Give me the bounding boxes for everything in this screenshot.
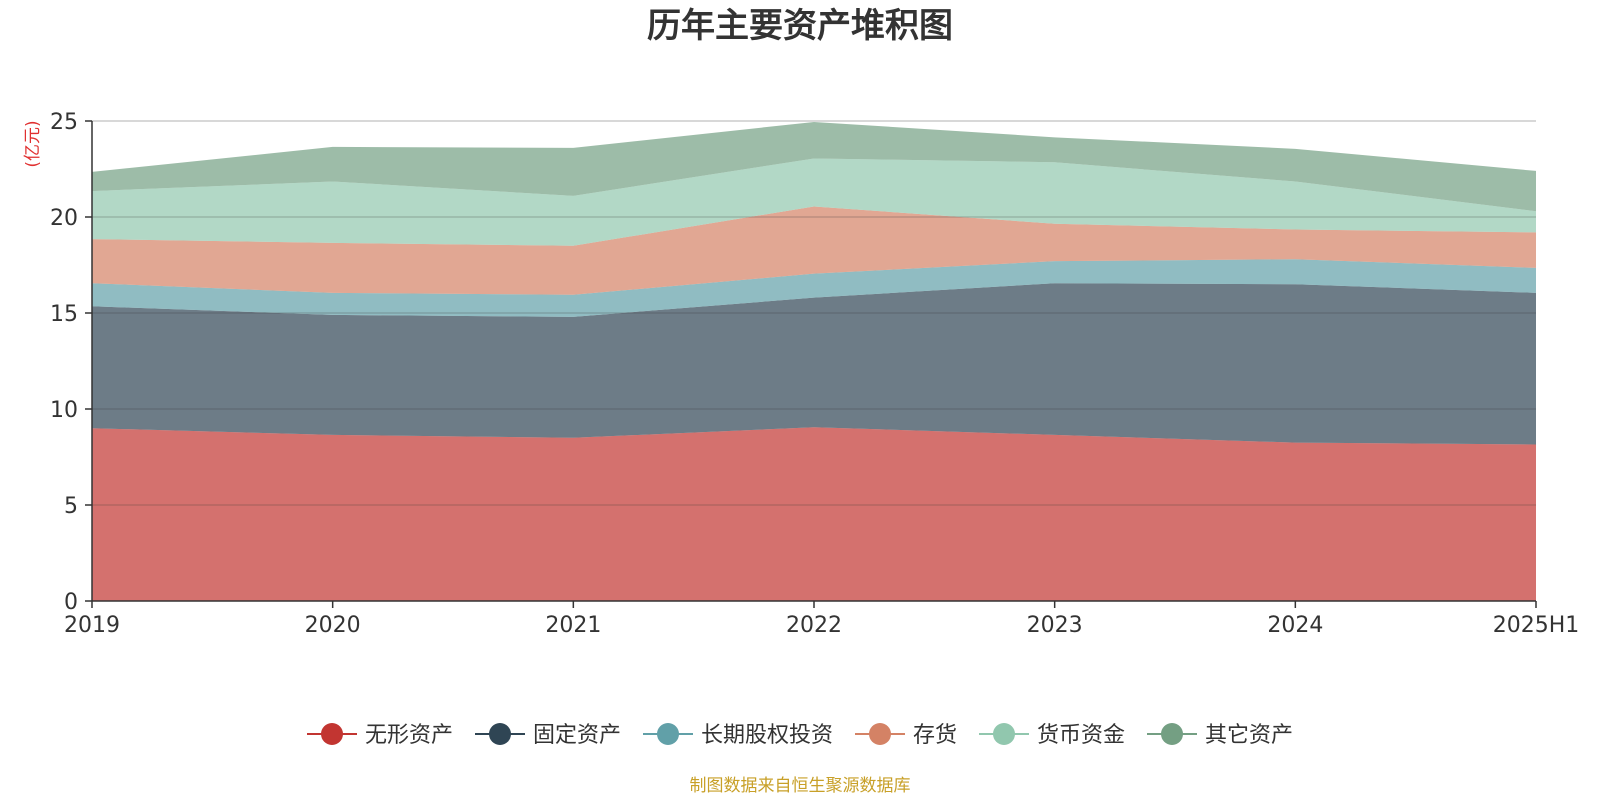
legend: 无形资产 固定资产 长期股权投资 存货 货币资金 其它资产 (307, 723, 1293, 748)
area-series-4 (92, 158, 1536, 246)
legend-label: 货币资金 (1037, 723, 1125, 748)
legend-label: 存货 (913, 723, 957, 748)
y-tick-label-0: 0 (64, 590, 78, 615)
legend-item-1[interactable]: 固定资产 (475, 723, 621, 748)
x-tick-label-2: 2021 (545, 613, 601, 638)
series-areas (92, 121, 1536, 601)
legend-label: 长期股权投资 (701, 723, 833, 748)
legend-item-3[interactable]: 存货 (855, 723, 957, 748)
grid-lines (92, 120, 1536, 506)
legend-circle-icon (489, 723, 511, 745)
x-tick-label-3: 2022 (786, 613, 842, 638)
x-tick-label-0: 2019 (64, 613, 120, 638)
y-axis-unit-label: (亿元) (23, 120, 43, 167)
y-tick-label-3: 15 (50, 302, 78, 327)
legend-circle-icon (321, 723, 343, 745)
x-tick-label-6: 2025H1 (1493, 613, 1580, 638)
area-series-5 (92, 121, 1536, 212)
y-tick-label-4: 20 (50, 206, 78, 231)
legend-label: 无形资产 (365, 723, 453, 748)
x-tick-label-1: 2020 (305, 613, 361, 638)
legend-item-4[interactable]: 货币资金 (979, 723, 1125, 748)
legend-circle-icon (993, 723, 1015, 745)
area-series-2 (92, 259, 1536, 317)
source-note: 制图数据来自恒生聚源数据库 (690, 776, 911, 796)
y-tick-label-1: 5 (64, 494, 78, 519)
legend-circle-icon (1161, 723, 1183, 745)
legend-item-0[interactable]: 无形资产 (307, 723, 453, 748)
chart-title: 历年主要资产堆积图 (647, 6, 953, 46)
legend-circle-icon (657, 723, 679, 745)
x-tick-label-5: 2024 (1267, 613, 1323, 638)
area-series-3 (92, 206, 1536, 295)
legend-item-2[interactable]: 长期股权投资 (643, 723, 833, 748)
legend-item-5[interactable]: 其它资产 (1147, 723, 1293, 748)
x-tick-label-4: 2023 (1027, 613, 1083, 638)
axes: 0 5 10 15 20 25 2019 2020 2021 2022 2023 2024 2025H1 (50, 110, 1579, 638)
legend-label: 固定资产 (533, 723, 621, 748)
area-series-1 (92, 283, 1536, 445)
area-series-0 (92, 427, 1536, 601)
legend-circle-icon (869, 723, 891, 745)
legend-label: 其它资产 (1205, 723, 1293, 748)
y-tick-label-2: 10 (50, 398, 78, 423)
y-tick-label-5: 25 (50, 110, 78, 135)
